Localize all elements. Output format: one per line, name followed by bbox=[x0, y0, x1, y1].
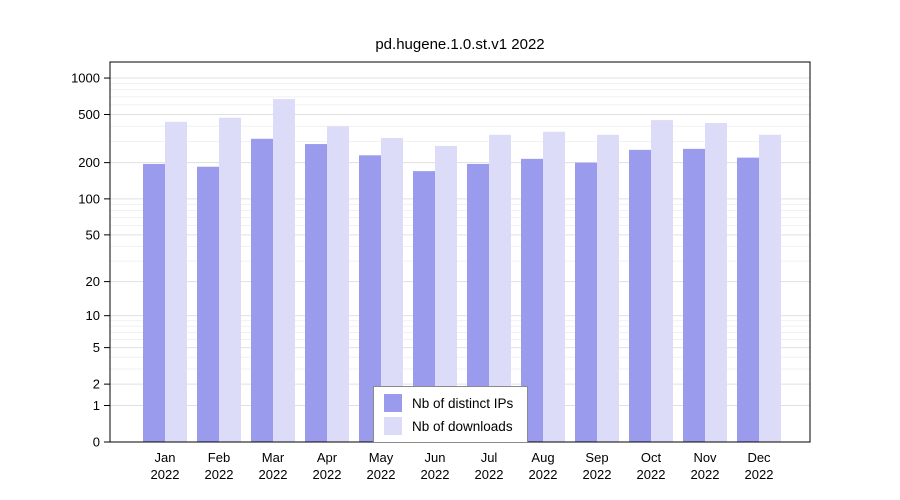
y-tick-label-100: 100 bbox=[78, 191, 100, 206]
legend-label-distinct-ips: Nb of distinct IPs bbox=[412, 395, 514, 411]
bar-downloads-oct bbox=[651, 120, 673, 442]
bar-distinct-ips-aug bbox=[521, 158, 543, 443]
legend-swatch-downloads bbox=[384, 417, 402, 435]
y-tick-label-10: 10 bbox=[86, 308, 100, 323]
bar-downloads-aug bbox=[543, 131, 565, 442]
x-tick-year-sep: 2022 bbox=[583, 467, 612, 482]
bar-distinct-ips-apr bbox=[305, 144, 327, 443]
bar-downloads-feb bbox=[219, 117, 241, 442]
bar-downloads-nov bbox=[705, 123, 727, 442]
bar-downloads-jul bbox=[489, 134, 511, 442]
x-tick-year-feb: 2022 bbox=[205, 467, 234, 482]
chart-title: pd.hugene.1.0.st.v1 2022 bbox=[375, 36, 545, 53]
bar-distinct-ips-nov bbox=[683, 148, 705, 442]
bar-downloads-mar bbox=[273, 99, 295, 442]
y-tick-label-20: 20 bbox=[86, 274, 100, 289]
x-tick-month-sep: Sep bbox=[585, 450, 608, 465]
bar-distinct-ips-jan bbox=[143, 163, 165, 442]
x-tick-year-jul: 2022 bbox=[475, 467, 504, 482]
chart-legend: Nb of distinct IPs Nb of downloads bbox=[373, 386, 529, 443]
x-tick-year-apr: 2022 bbox=[313, 467, 342, 482]
x-tick-year-jun: 2022 bbox=[421, 467, 450, 482]
x-tick-year-oct: 2022 bbox=[637, 467, 666, 482]
legend-item-distinct-ips: Nb of distinct IPs bbox=[384, 394, 513, 412]
x-tick-month-nov: Nov bbox=[693, 450, 717, 465]
bar-downloads-jan bbox=[165, 121, 187, 442]
bar-downloads-dec bbox=[759, 134, 781, 442]
x-tick-month-jul: Jul bbox=[481, 450, 498, 465]
bar-distinct-ips-jul bbox=[467, 163, 489, 442]
legend-swatch-distinct-ips bbox=[384, 394, 402, 412]
x-tick-month-dec: Dec bbox=[747, 450, 771, 465]
bar-distinct-ips-sep bbox=[575, 162, 597, 442]
x-tick-month-aug: Aug bbox=[531, 450, 554, 465]
bar-distinct-ips-oct bbox=[629, 149, 651, 442]
bar-downloads-apr bbox=[327, 126, 349, 442]
bar-downloads-sep bbox=[597, 134, 619, 442]
bar-distinct-ips-mar bbox=[251, 138, 273, 442]
y-tick-label-5: 5 bbox=[93, 340, 100, 355]
x-tick-year-jan: 2022 bbox=[151, 467, 180, 482]
legend-label-downloads: Nb of downloads bbox=[412, 418, 513, 434]
x-tick-month-may: May bbox=[369, 450, 394, 465]
y-tick-label-50: 50 bbox=[86, 227, 100, 242]
x-tick-year-dec: 2022 bbox=[745, 467, 774, 482]
x-tick-month-mar: Mar bbox=[262, 450, 285, 465]
bar-distinct-ips-feb bbox=[197, 166, 219, 443]
x-tick-month-apr: Apr bbox=[317, 450, 338, 465]
x-tick-month-oct: Oct bbox=[641, 450, 662, 465]
x-tick-month-jan: Jan bbox=[155, 450, 176, 465]
x-tick-year-aug: 2022 bbox=[529, 467, 558, 482]
bar-distinct-ips-may bbox=[359, 155, 381, 442]
x-tick-month-feb: Feb bbox=[208, 450, 230, 465]
x-tick-year-may: 2022 bbox=[367, 467, 396, 482]
bar-distinct-ips-dec bbox=[737, 157, 759, 442]
bar-downloads-may bbox=[381, 137, 403, 442]
y-tick-label-500: 500 bbox=[78, 107, 100, 122]
x-tick-year-mar: 2022 bbox=[259, 467, 288, 482]
bar-downloads-jun bbox=[435, 145, 457, 442]
y-tick-label-1000: 1000 bbox=[71, 71, 100, 86]
y-tick-label-2: 2 bbox=[93, 377, 100, 392]
y-tick-label-0: 0 bbox=[93, 435, 100, 450]
x-tick-month-jun: Jun bbox=[425, 450, 446, 465]
y-tick-label-1: 1 bbox=[93, 398, 100, 413]
y-tick-label-200: 200 bbox=[78, 155, 100, 170]
legend-item-downloads: Nb of downloads bbox=[384, 417, 513, 435]
bar-distinct-ips-jun bbox=[413, 171, 435, 442]
x-tick-year-nov: 2022 bbox=[691, 467, 720, 482]
